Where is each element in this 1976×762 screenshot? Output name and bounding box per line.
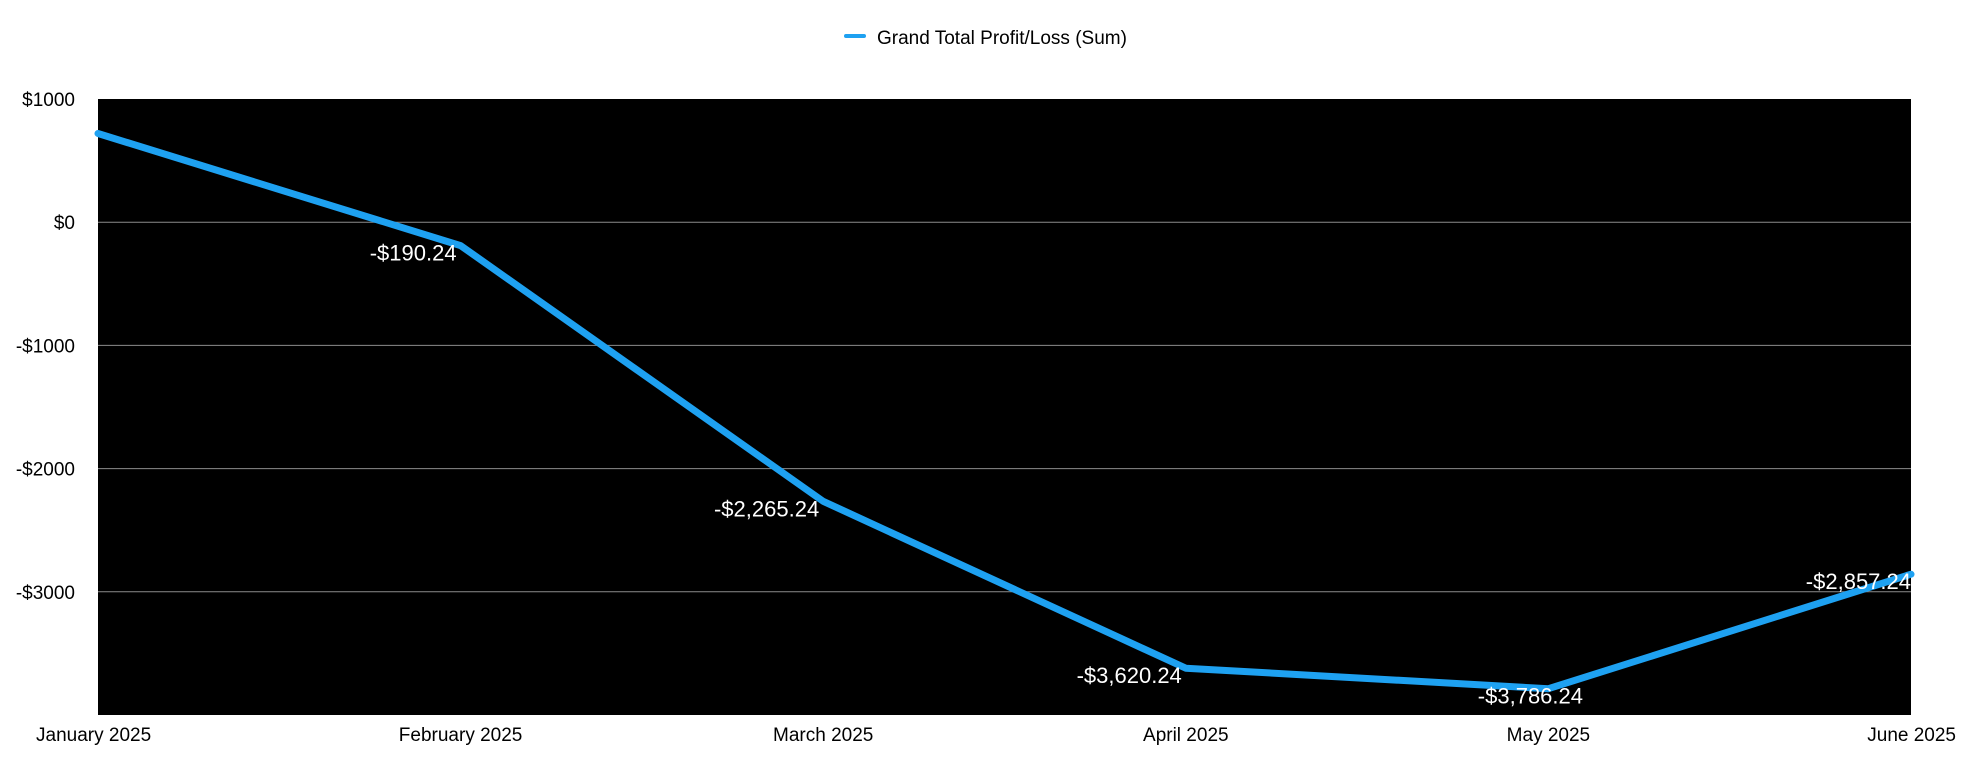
x-tick-label: March 2025 (773, 725, 873, 746)
plot-area (98, 99, 1911, 715)
y-tick-label: $0 (54, 213, 75, 234)
data-labels: -$190.24 -$2,265.24 -$3,620.24 -$3,786.24 -$… (370, 241, 1911, 709)
x-tick-label: May 2025 (1507, 725, 1590, 746)
x-tick-label: April 2025 (1143, 725, 1229, 746)
data-label: -$2,857.24 (1806, 569, 1911, 594)
y-tick-label: $1000 (22, 90, 75, 111)
data-label: -$190.24 (370, 241, 457, 266)
y-tick-label: -$2000 (16, 460, 75, 481)
x-tick-label: January 2025 (36, 725, 151, 746)
legend-label: Grand Total Profit/Loss (Sum) (877, 28, 1127, 49)
gridlines (98, 221, 1911, 593)
y-axis: $1000 $0 -$1000 -$2000 -$3000 (16, 90, 75, 604)
data-label: -$3,620.24 (1077, 663, 1182, 688)
x-tick-label: June 2025 (1867, 725, 1956, 746)
y-tick-label: -$1000 (16, 336, 75, 357)
data-label: -$3,786.24 (1478, 684, 1583, 709)
series-line (94, 130, 1915, 693)
x-tick-label: February 2025 (399, 725, 523, 746)
legend: Grand Total Profit/Loss (Sum) (844, 28, 1127, 49)
data-label: -$2,265.24 (714, 496, 819, 521)
y-tick-label: -$3000 (16, 583, 75, 604)
x-axis: January 2025 February 2025 March 2025 April… (36, 725, 1956, 746)
